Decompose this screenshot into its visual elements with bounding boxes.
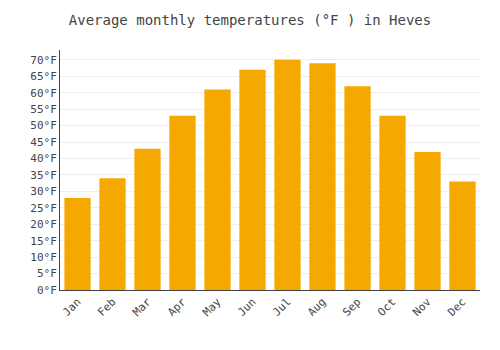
svg-text:55°F: 55°F xyxy=(30,103,57,116)
svg-text:20°F: 20°F xyxy=(30,218,57,231)
svg-text:5°F: 5°F xyxy=(37,267,57,280)
svg-text:35°F: 35°F xyxy=(30,169,57,182)
svg-text:10°F: 10°F xyxy=(30,251,57,264)
svg-text:60°F: 60°F xyxy=(30,87,57,100)
svg-text:Nov: Nov xyxy=(410,295,434,319)
svg-text:Jul: Jul xyxy=(270,296,293,319)
svg-text:Feb: Feb xyxy=(95,296,118,319)
svg-text:15°F: 15°F xyxy=(30,235,57,248)
svg-text:Sep: Sep xyxy=(340,296,363,319)
svg-text:45°F: 45°F xyxy=(30,136,57,149)
svg-text:25°F: 25°F xyxy=(30,202,57,215)
svg-text:Aug: Aug xyxy=(305,296,328,319)
svg-text:65°F: 65°F xyxy=(30,70,57,83)
svg-text:0°F: 0°F xyxy=(37,284,57,297)
svg-text:Mar: Mar xyxy=(130,295,154,319)
svg-text:Dec: Dec xyxy=(445,296,468,319)
svg-text:May: May xyxy=(200,295,224,319)
svg-text:Apr: Apr xyxy=(165,295,189,319)
svg-text:Average monthly temperatures (: Average monthly temperatures (°F ) in He… xyxy=(69,12,431,28)
svg-text:50°F: 50°F xyxy=(30,119,57,132)
svg-text:30°F: 30°F xyxy=(30,185,57,198)
svg-text:Jan: Jan xyxy=(60,296,83,319)
svg-text:Jun: Jun xyxy=(235,296,258,319)
svg-text:70°F: 70°F xyxy=(30,54,57,67)
svg-text:Oct: Oct xyxy=(375,296,398,319)
svg-text:40°F: 40°F xyxy=(30,152,57,165)
